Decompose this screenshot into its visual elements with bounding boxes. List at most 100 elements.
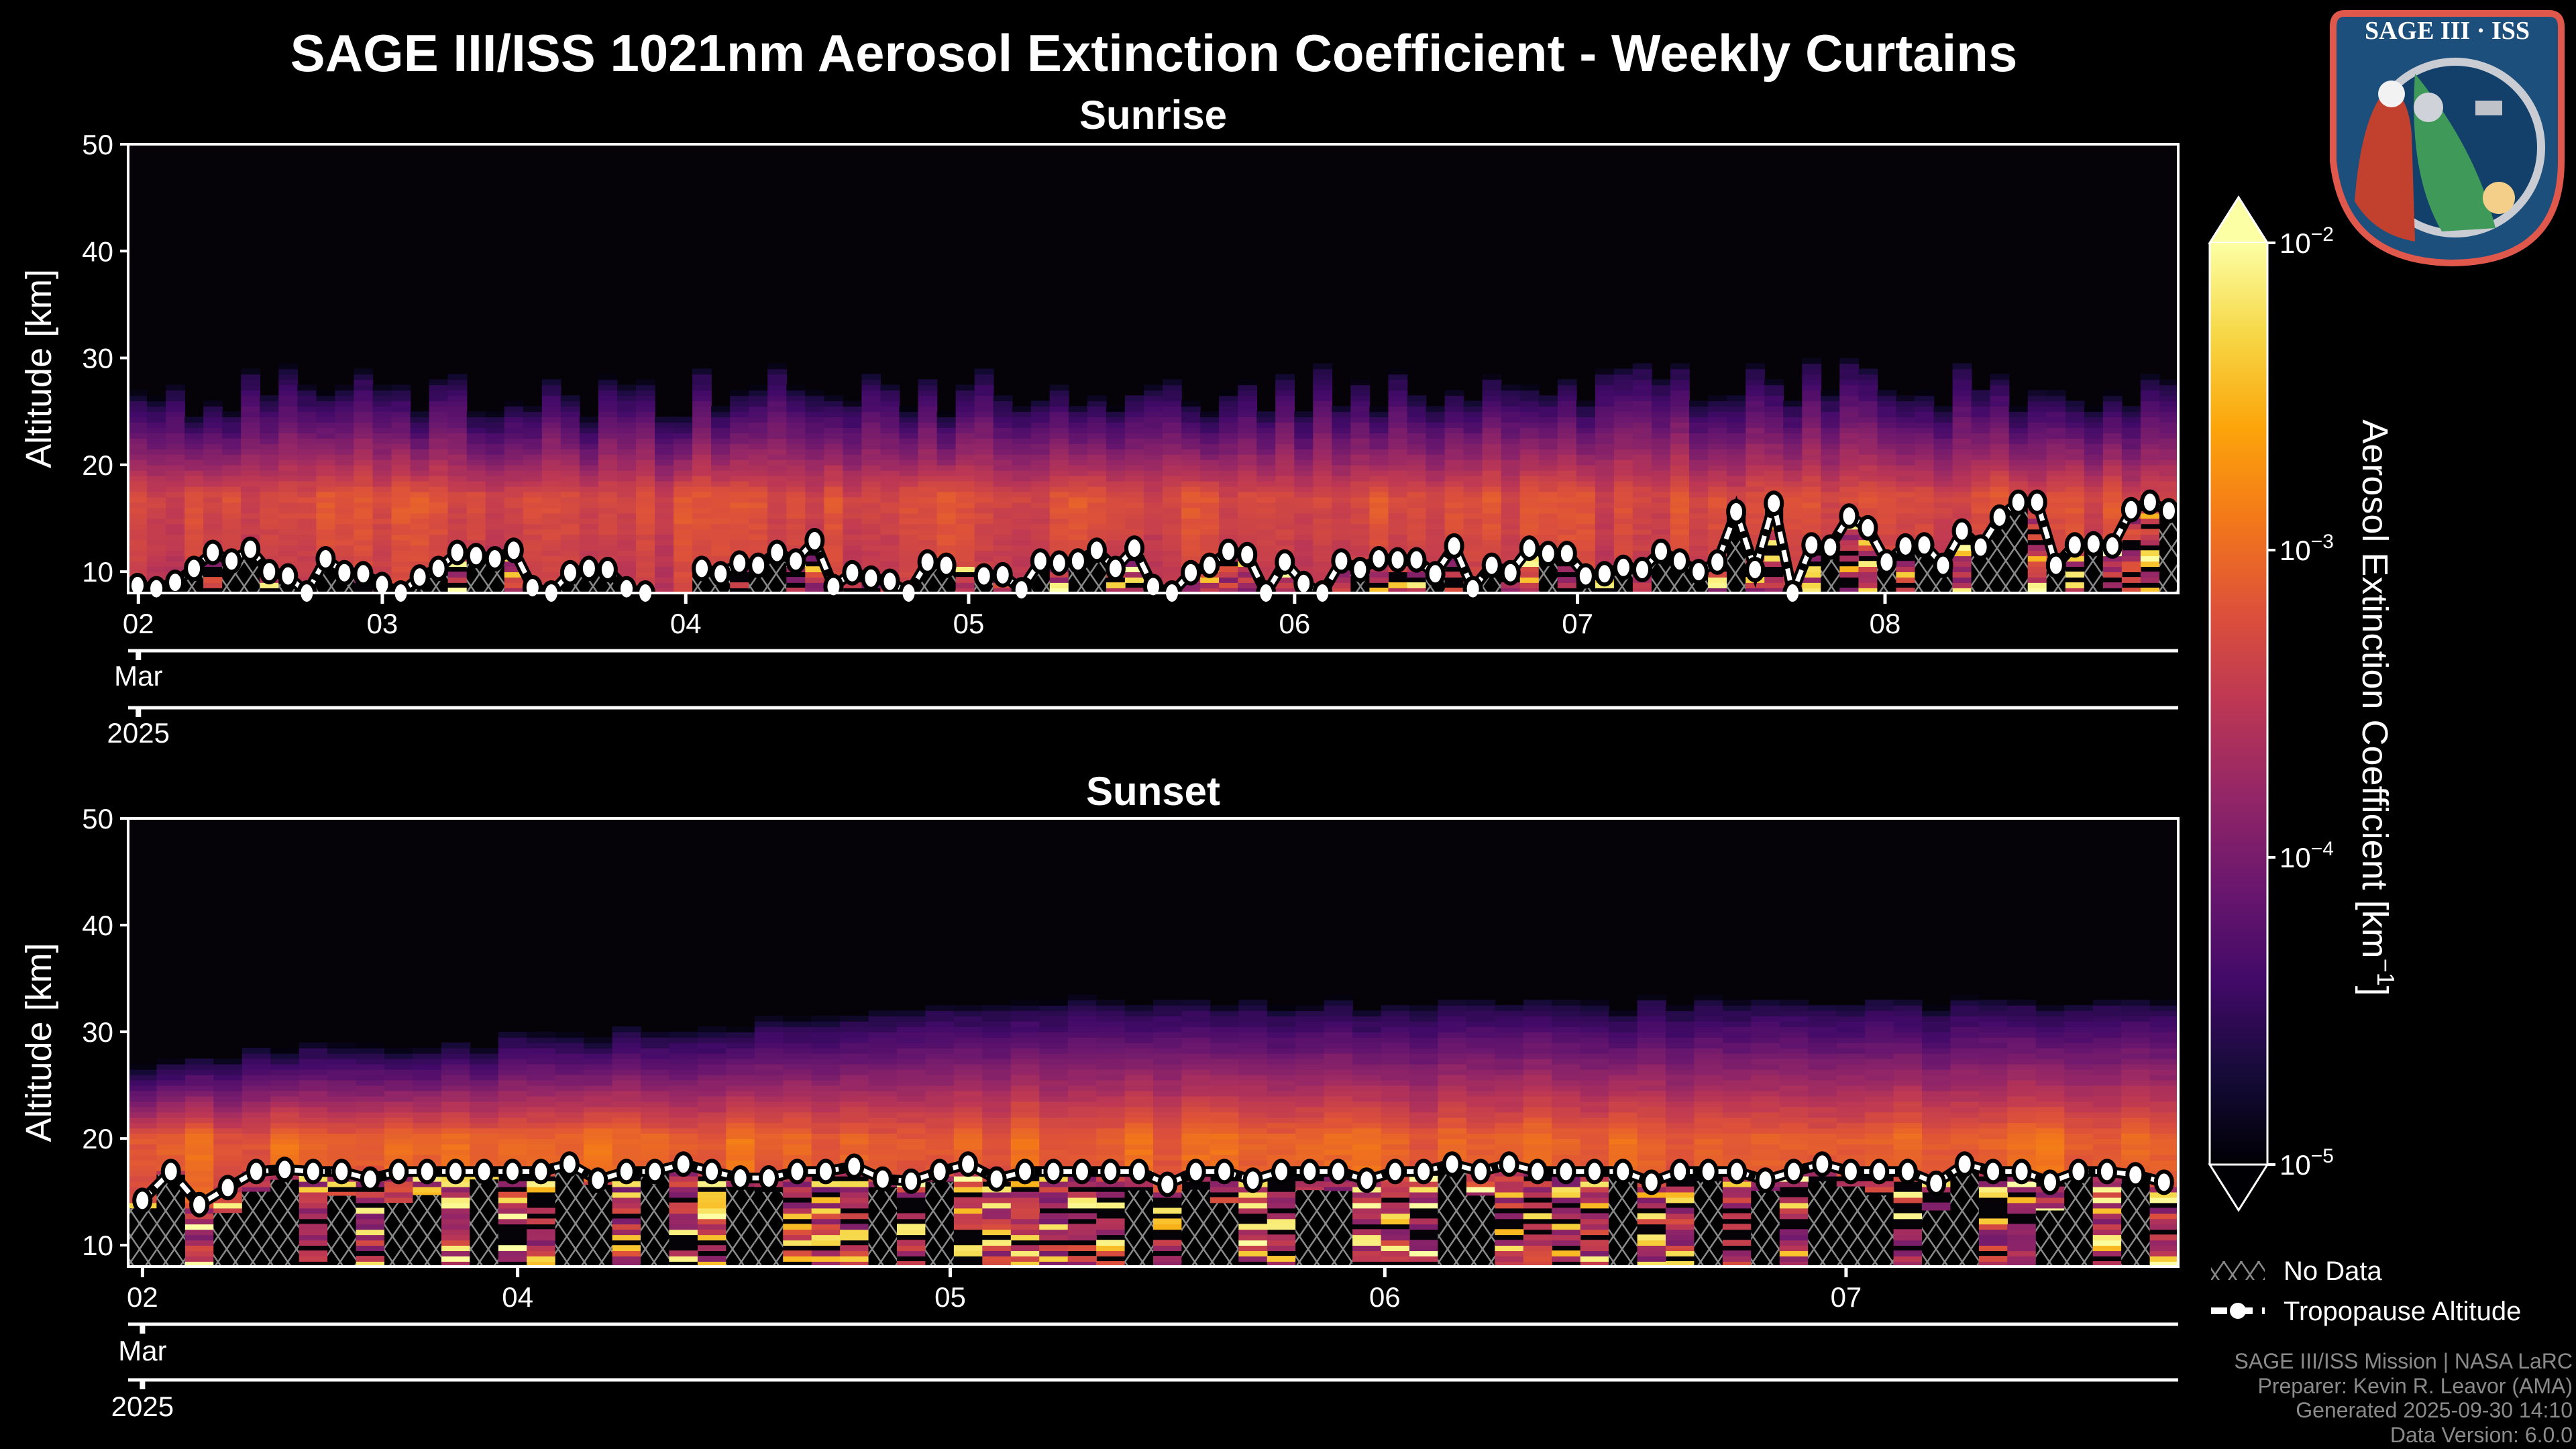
heatmap-cell: [811, 1208, 841, 1214]
heatmap-cell: [1613, 518, 1633, 525]
heatmap-cell: [1482, 486, 1502, 492]
tropopause-marker: [1368, 546, 1389, 572]
heatmap-cell: [767, 507, 787, 514]
heatmap-cell: [316, 459, 336, 466]
heatmap-cell: [327, 1117, 357, 1124]
heatmap-cell: [1990, 475, 2010, 482]
heatmap-cell: [372, 449, 392, 455]
heatmap-cell: [299, 1095, 328, 1102]
heatmap-cell: [897, 1155, 926, 1161]
heatmap-cell: [1896, 470, 1916, 476]
heatmap-cell: [636, 427, 655, 433]
heatmap-cell: [843, 496, 863, 503]
heatmap-cell: [504, 459, 524, 466]
heatmap-cell: [783, 1048, 812, 1054]
heatmap-cell: [523, 453, 543, 460]
heatmap-cell: [993, 453, 1013, 460]
heatmap-cell: [1049, 496, 1069, 503]
heatmap-cell: [128, 1079, 158, 1086]
heatmap-cell: [880, 453, 900, 460]
heatmap-cell: [1463, 523, 1483, 530]
heatmap-cell: [1087, 513, 1107, 519]
heatmap-cell: [1313, 566, 1333, 572]
heatmap-cell: [297, 577, 317, 583]
heatmap-cell: [955, 555, 975, 562]
heatmap-cell: [617, 529, 637, 535]
heatmap-cell: [1670, 374, 1690, 380]
heatmap-cell: [1821, 507, 1841, 514]
heatmap-cell: [936, 534, 957, 541]
heatmap-cell: [955, 459, 975, 466]
heatmap-cell: [669, 1186, 698, 1193]
heatmap-cell: [669, 1074, 698, 1081]
heatmap-cell: [1275, 534, 1295, 541]
heatmap-cell: [783, 1234, 812, 1241]
heatmap-cell: [974, 550, 994, 557]
heatmap-cell: [692, 507, 712, 514]
heatmap-cell: [270, 1090, 300, 1097]
heatmap-cell: [1858, 507, 1878, 514]
heatmap-cell: [1802, 513, 1822, 519]
heatmap-cell: [470, 1138, 499, 1144]
heatmap-cell: [2102, 443, 2123, 449]
heatmap-cell: [1294, 555, 1314, 562]
heatmap-cell: [692, 513, 712, 519]
heatmap-cell: [897, 1112, 926, 1118]
heatmap-cell: [1576, 518, 1596, 525]
heatmap-cell: [1933, 464, 1953, 471]
heatmap-cell: [641, 1048, 670, 1054]
heatmap-cell: [786, 491, 806, 498]
heatmap-cell: [1915, 400, 1935, 407]
heatmap-cell: [203, 453, 223, 460]
heatmap-cell: [1407, 529, 1427, 535]
heatmap-cell: [527, 1149, 556, 1155]
heatmap-cell: [410, 491, 430, 498]
heatmap-cell: [655, 427, 674, 433]
heatmap-cell: [1144, 464, 1163, 471]
heatmap-cell: [527, 1229, 556, 1236]
heatmap-cell: [278, 363, 299, 370]
heatmap-cell: [2008, 411, 2029, 417]
heatmap-cell: [410, 507, 430, 514]
heatmap-cell: [391, 422, 411, 428]
heatmap-cell: [184, 1170, 215, 1177]
heatmap-cell: [786, 417, 806, 423]
heatmap-cell: [1388, 368, 1408, 375]
heatmap-cell: [278, 470, 299, 476]
heatmap-cell: [1030, 433, 1051, 439]
heatmap-cell: [711, 491, 731, 498]
heatmap-cell: [498, 1053, 527, 1059]
heatmap-cell: [1181, 529, 1201, 535]
heatmap-cell: [711, 438, 731, 444]
heatmap-cell: [1538, 513, 1558, 519]
heatmap-cell: [429, 529, 449, 535]
heatmap-cell: [1087, 453, 1107, 460]
heatmap-cell: [617, 491, 637, 498]
heatmap-cell: [1238, 480, 1257, 487]
heatmap-cell: [697, 1026, 727, 1032]
heatmap-cell: [674, 518, 693, 525]
heatmap-cell: [1482, 507, 1502, 514]
heatmap-cell: [1388, 459, 1408, 466]
heatmap-cell: [974, 529, 994, 535]
heatmap-cell: [410, 480, 430, 487]
heatmap-cell: [372, 422, 392, 428]
heatmap-cell: [1444, 561, 1464, 567]
heatmap-cell: [147, 550, 166, 557]
heatmap-cell: [617, 480, 637, 487]
heatmap-cell: [222, 529, 241, 535]
heatmap-cell: [466, 475, 486, 482]
heatmap-cell: [824, 443, 844, 449]
heatmap-cell: [1030, 496, 1051, 503]
heatmap-cell: [579, 539, 599, 546]
heatmap-cell: [410, 550, 430, 557]
heatmap-cell: [1915, 453, 1935, 460]
heatmap-cell: [1971, 443, 1991, 449]
tropopause-marker: [578, 555, 599, 582]
heatmap-cell: [749, 464, 768, 471]
heatmap-cell: [1933, 433, 1953, 439]
heatmap-cell: [749, 453, 768, 460]
heatmap-cell: [584, 1138, 613, 1144]
heatmap-cell: [1463, 433, 1483, 439]
heatmap-cell: [636, 417, 655, 423]
